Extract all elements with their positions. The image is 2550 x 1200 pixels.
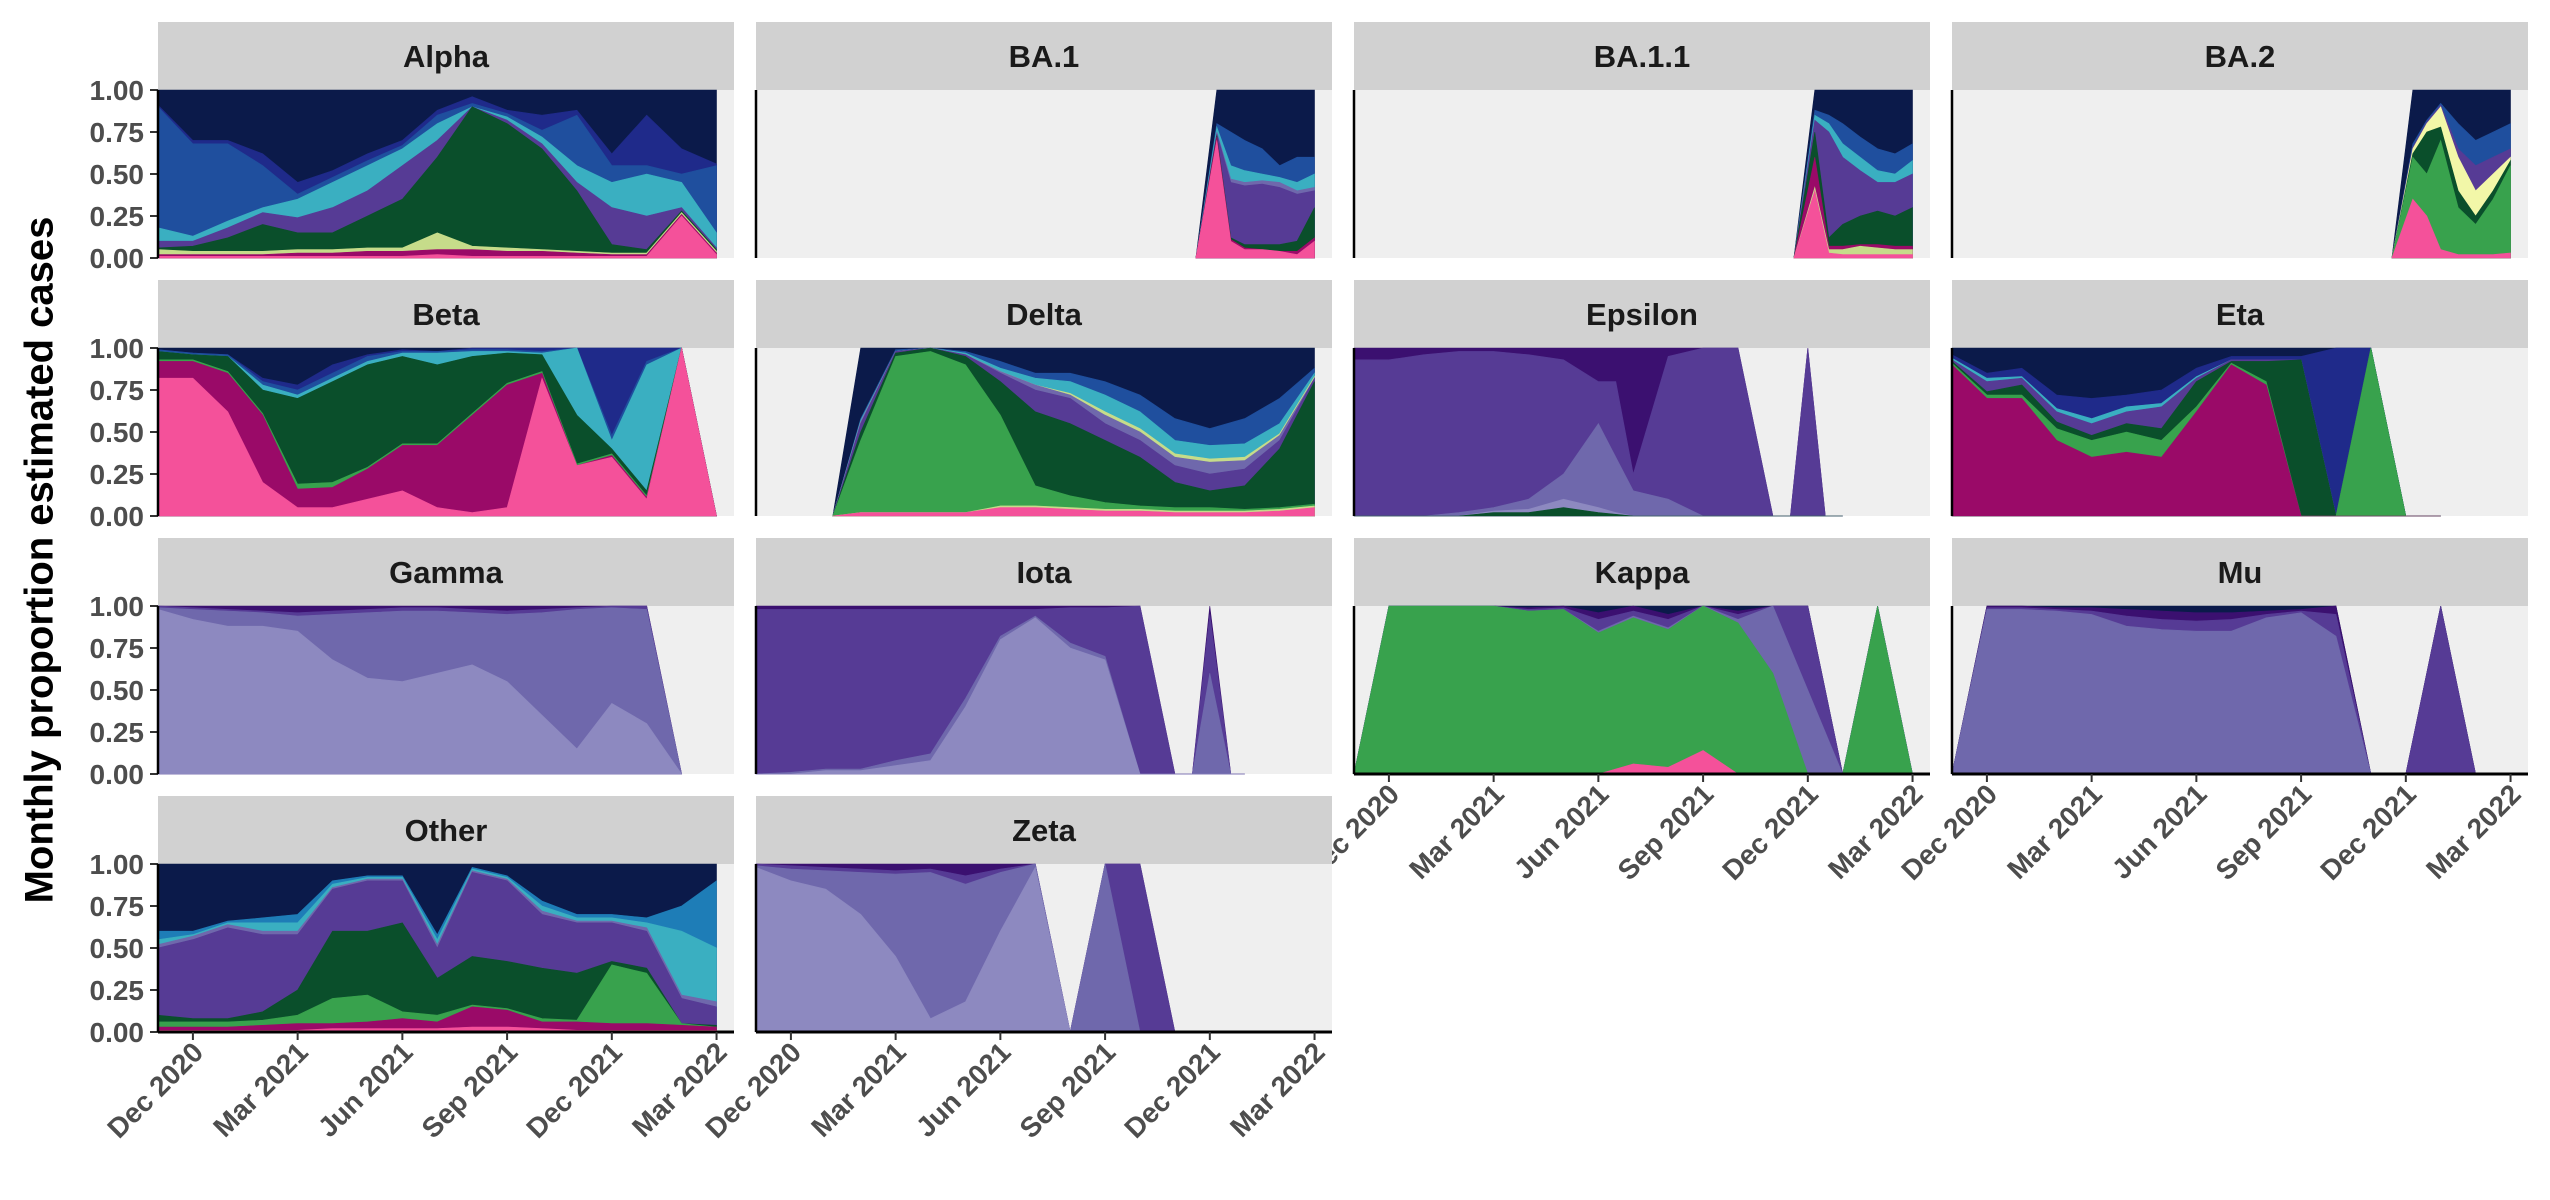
facet-title: Eta <box>2216 297 2265 332</box>
facet-title: Other <box>405 813 488 848</box>
facet-title: Delta <box>1006 297 1083 332</box>
y-tick-label: 0.00 <box>90 243 145 274</box>
facet-title: Gamma <box>389 555 503 590</box>
facet-ba-1-1: BA.1.1 <box>1352 22 1930 259</box>
x-tick-label: Mar 2021 <box>1403 778 1510 885</box>
facet-strip <box>158 796 734 864</box>
area-layer-9a0a68 <box>1951 364 2441 517</box>
facet-eta: Eta <box>1950 280 2528 517</box>
y-tick-label: 0.75 <box>90 633 145 664</box>
y-tick-label: 1.00 <box>90 75 145 106</box>
facet-title: Mu <box>2218 555 2263 590</box>
x-tick-label: Dec 2021 <box>2314 778 2422 886</box>
facet-ba-1: BA.1 <box>754 22 1332 259</box>
area-layer-f4519a <box>832 507 1315 517</box>
y-tick-label: 0.50 <box>90 933 145 964</box>
x-tick-label: Mar 2022 <box>1224 1036 1331 1143</box>
facet-beta: Beta 0.00 0.25 0.50 0.75 1.00 <box>90 280 734 532</box>
facet-title: Zeta <box>1012 813 1077 848</box>
x-tick-label: Sep 2021 <box>2210 778 2318 886</box>
x-tick-label: Sep 2021 <box>1014 1036 1122 1144</box>
y-tick-label: 0.25 <box>90 975 145 1006</box>
y-tick-label: 0.75 <box>90 891 145 922</box>
x-tick-label: Mar 2021 <box>207 1036 314 1143</box>
facet-title: Epsilon <box>1586 297 1698 332</box>
area-layer-9a0a68 <box>157 1006 717 1033</box>
x-tick-label: Mar 2022 <box>2420 778 2527 885</box>
facet-title: BA.2 <box>2205 39 2276 74</box>
x-tick-label: Jun 2021 <box>1508 778 1615 885</box>
facet-strip <box>1354 22 1930 90</box>
facet-title: Kappa <box>1595 555 1691 590</box>
x-tick-label: Dec 2021 <box>1118 1036 1226 1144</box>
x-tick-label: Dec 2021 <box>1716 778 1824 886</box>
facet-ba-2: BA.2 <box>1950 22 2528 259</box>
facet-strip <box>1952 538 2528 606</box>
y-tick-label: 1.00 <box>90 333 145 364</box>
facet-strip <box>158 538 734 606</box>
facet-title: Beta <box>412 297 480 332</box>
x-tick-label: Dec 2020 <box>101 1036 209 1144</box>
area-layer-38a24d <box>1353 605 1913 775</box>
y-tick-label: 0.25 <box>90 717 145 748</box>
facet-strip <box>1354 280 1930 348</box>
area-layer-f4519a <box>157 215 717 259</box>
facet-epsilon: Epsilon <box>1352 280 1930 517</box>
facet-gamma: Gamma 0.00 0.25 0.50 0.75 1.00 <box>90 538 734 790</box>
x-tick-label: Mar 2021 <box>805 1036 912 1143</box>
facet-strip <box>756 796 1332 864</box>
y-tick-label: 0.50 <box>90 417 145 448</box>
area-layer-f4519a <box>157 347 717 517</box>
area-layer-38a24d <box>832 351 1315 517</box>
area-layer-0a4f2b <box>1354 507 1843 517</box>
y-tick-label: 0.25 <box>90 201 145 232</box>
facet-alpha: Alpha 0.00 0.25 0.50 0.75 1.00 <box>90 22 734 274</box>
facet-title: BA.1.1 <box>1594 39 1690 74</box>
facet-strip <box>1952 22 2528 90</box>
facet-strip <box>1952 280 2528 348</box>
facet-iota: Iota <box>754 538 1332 775</box>
facet-strip <box>756 280 1332 348</box>
area-layer-f4519a <box>2391 198 2511 259</box>
area-layer-f4519a <box>1793 189 1913 259</box>
y-tick-label: 1.00 <box>90 591 145 622</box>
x-tick-label: Sep 2021 <box>416 1036 524 1144</box>
y-tick-label: 0.25 <box>90 459 145 490</box>
x-tick-label: Jun 2021 <box>2106 778 2213 885</box>
y-tick-label: 0.00 <box>90 501 145 532</box>
area-layer-0a4f2b <box>157 922 717 1033</box>
facet-title: Alpha <box>403 39 490 74</box>
area-layer-38a24d <box>157 964 717 1033</box>
facet-strip <box>756 538 1332 606</box>
y-tick-label: 0.50 <box>90 159 145 190</box>
x-tick-label: Jun 2021 <box>910 1036 1017 1143</box>
facet-strip <box>158 280 734 348</box>
y-tick-label: 0.00 <box>90 1017 145 1048</box>
x-tick-label: Mar 2021 <box>2001 778 2108 885</box>
y-tick-label: 0.75 <box>90 375 145 406</box>
facet-title: BA.1 <box>1009 39 1080 74</box>
y-tick-label: 1.00 <box>90 849 145 880</box>
area-layer-c6dc8a <box>157 212 717 259</box>
area-layer-f4519a <box>1195 140 1315 259</box>
x-tick-label: Dec 2021 <box>520 1036 628 1144</box>
facet-strip <box>158 22 734 90</box>
facet-delta: Delta <box>754 280 1332 517</box>
area-layer-0a4f2b <box>157 106 717 259</box>
area-layer-8d89c0 <box>157 609 683 775</box>
x-tick-label: Jun 2021 <box>312 1036 419 1143</box>
facet-title: Iota <box>1016 555 1072 590</box>
facet-strip <box>756 22 1332 90</box>
facet-strip <box>1354 538 1930 606</box>
y-tick-label: 0.00 <box>90 759 145 790</box>
area-layer-8d89c0 <box>756 617 1245 775</box>
x-tick-label: Sep 2021 <box>1612 778 1720 886</box>
y-tick-label: 0.50 <box>90 675 145 706</box>
y-tick-label: 0.75 <box>90 117 145 148</box>
